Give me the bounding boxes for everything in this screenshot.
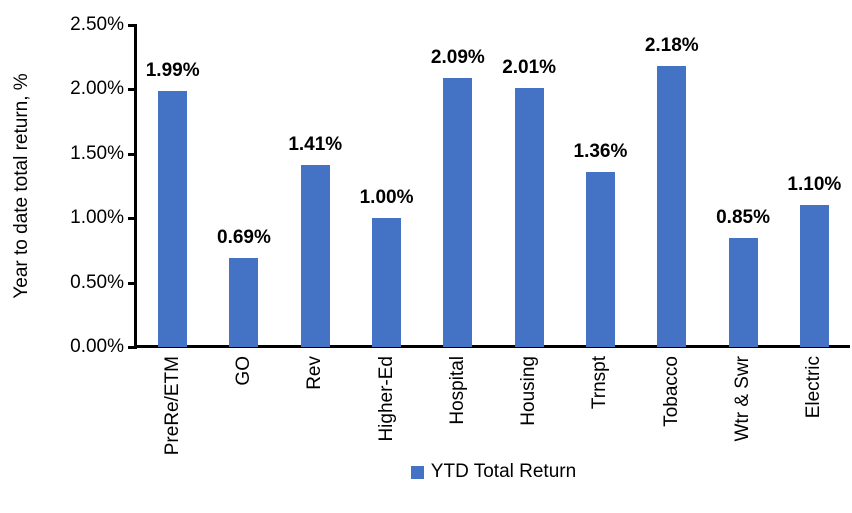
bar-rev	[300, 165, 330, 347]
y-tick-label: 0.00%	[70, 336, 124, 357]
x-category-label-text: Higher-Ed	[375, 356, 397, 442]
bar-higher-ed	[372, 218, 402, 347]
y-tick-label: 1.50%	[70, 142, 124, 164]
bar-hospital	[443, 77, 473, 347]
bar-value-label: 1.10%	[787, 174, 842, 196]
bar-value-label: 1.36%	[573, 140, 628, 162]
y-tick-mark	[128, 346, 137, 349]
x-category-label-text: Housing	[518, 356, 540, 426]
bar-trnspt	[585, 171, 615, 347]
bar-go	[229, 258, 259, 347]
legend: YTD Total Return	[137, 461, 850, 483]
bar-housing	[514, 88, 544, 347]
x-category-label-text: Electric	[803, 356, 825, 419]
y-axis-title-text: Year to date total return, %	[11, 73, 32, 299]
bar-value-label: 2.18%	[644, 35, 699, 57]
y-tick-label: 1.00%	[70, 207, 124, 229]
x-category-label-text: Trnspt	[589, 356, 611, 410]
y-tick-label: 2.00%	[70, 78, 124, 100]
y-tick-label: 0.50%	[70, 271, 124, 293]
x-category-label-text: PreRe/ETM	[161, 356, 183, 456]
x-axis-line	[134, 345, 850, 348]
bar-value-label: 0.85%	[716, 206, 770, 228]
legend-swatch-icon	[410, 465, 424, 479]
x-category-label-text: Rev	[304, 356, 326, 390]
bar-wtr-swr	[728, 237, 758, 347]
bar-value-label: 2.09%	[430, 46, 485, 68]
legend-label: YTD Total Return	[430, 461, 577, 482]
x-category-label-text: Wtr & Swr	[732, 356, 754, 442]
y-tick-mark	[128, 88, 137, 92]
plot-area: 1.99% 0.69% 1.41% 1.00% 2.09% 2.01% 1.36% 2.18%…	[137, 25, 850, 347]
x-category-label-text: Hospital	[446, 356, 468, 425]
y-tick-label: 2.50%	[70, 14, 124, 35]
y-tick-mark	[128, 24, 137, 27]
bar-electric	[799, 205, 829, 347]
bar-value-label: 1.00%	[359, 187, 414, 209]
bar-value-label: 2.01%	[502, 57, 557, 79]
x-category-label-text: GO	[232, 356, 254, 386]
bar-value-label: 0.69%	[217, 227, 271, 249]
bar-value-label: 1.99%	[145, 59, 200, 81]
y-axis-line	[134, 25, 137, 348]
y-tick-mark	[128, 152, 137, 156]
x-category-label-text: Tobacco	[660, 356, 682, 427]
bar-tobacco	[657, 66, 687, 347]
bar-value-label: 1.41%	[288, 134, 343, 156]
bar-prere-etm	[158, 90, 188, 347]
y-tick-mark	[128, 217, 137, 221]
y-tick-mark	[128, 281, 137, 285]
